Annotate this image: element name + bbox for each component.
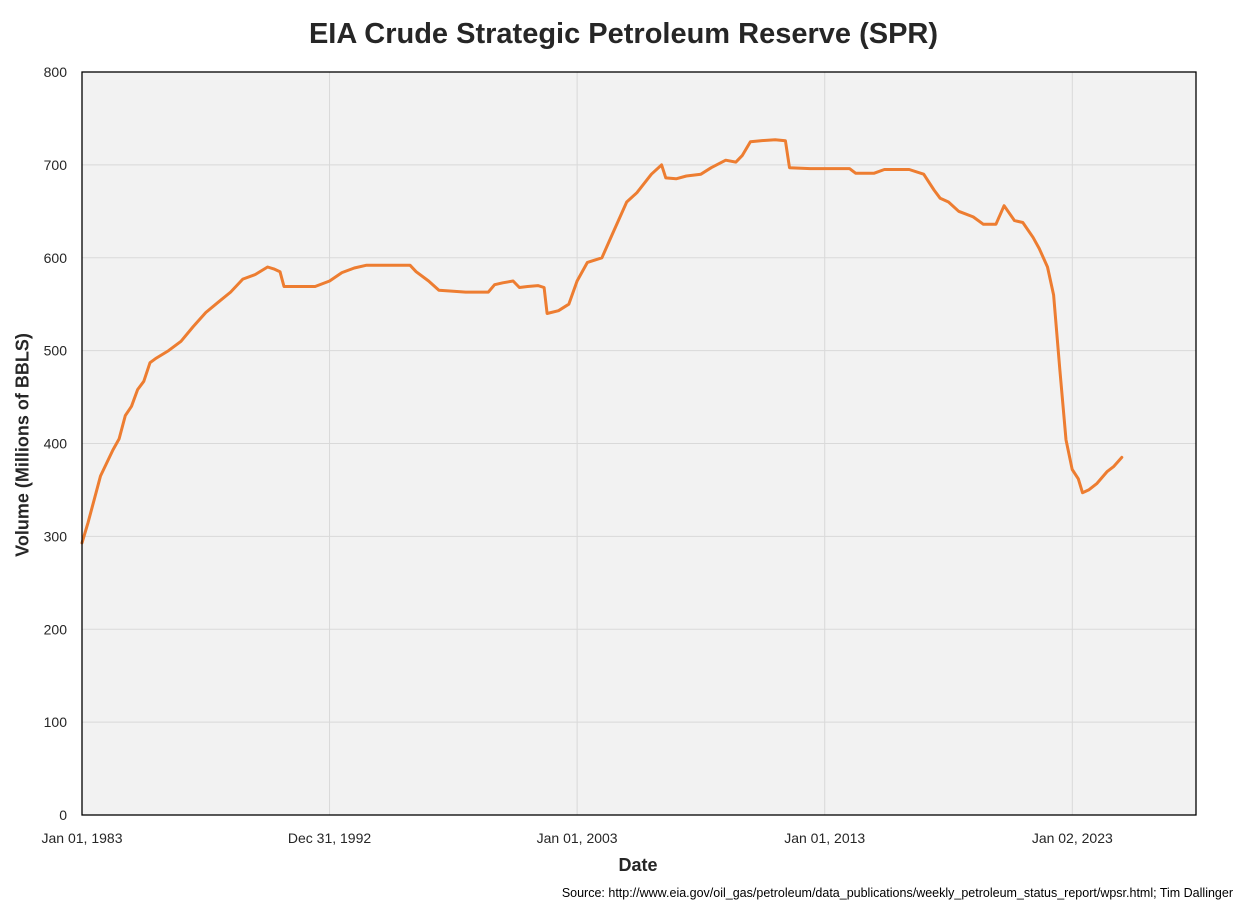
plot-border <box>81 71 1197 816</box>
x-tick-labels: Jan 01, 1983 Dec 31, 1992 Jan 01, 2003 Jan … <box>42 830 1113 846</box>
y-tick-labels: 0 100 200 300 400 500 600 700 800 <box>44 64 68 823</box>
y-tick-label: 300 <box>44 528 68 544</box>
y-tick-label: 700 <box>44 157 68 173</box>
y-tick-label: 400 <box>44 436 68 452</box>
x-tick-label: Jan 02, 2023 <box>1032 830 1113 846</box>
source-note: Source: http://www.eia.gov/oil_gas/petro… <box>561 886 1233 900</box>
y-tick-label: 800 <box>44 64 68 80</box>
y-tick-label: 0 <box>59 807 67 823</box>
chart-title: EIA Crude Strategic Petroleum Reserve (S… <box>308 18 939 50</box>
y-tick-label: 200 <box>44 621 68 637</box>
series-layer <box>80 138 1124 545</box>
x-tick-label: Dec 31, 1992 <box>288 830 371 846</box>
x-tick-label: Jan 01, 2003 <box>537 830 618 846</box>
spr-volume-line <box>80 138 1124 545</box>
x-tick-label: Jan 01, 1983 <box>42 830 123 846</box>
y-tick-label: 600 <box>44 250 68 266</box>
y-tick-label: 100 <box>44 714 68 730</box>
x-tick-label: Jan 01, 2013 <box>784 830 865 846</box>
x-axis-label: Date <box>618 855 658 875</box>
y-tick-label: 500 <box>44 343 68 359</box>
